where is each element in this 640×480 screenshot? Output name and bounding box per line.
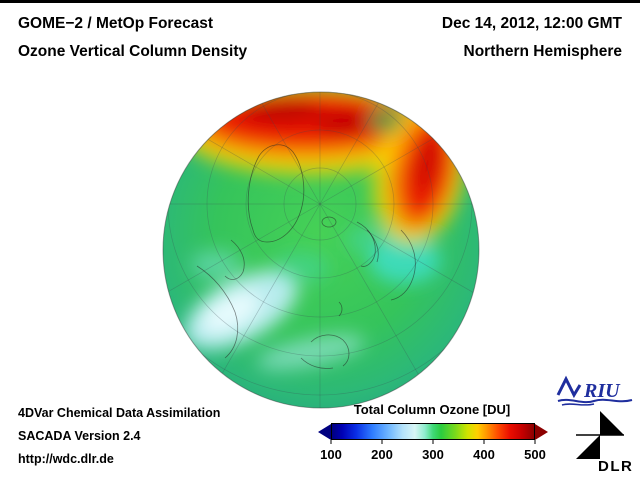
dlr-logo-svg: DLR [576, 411, 633, 475]
tick-mark [483, 440, 485, 444]
globe-visualization [161, 90, 481, 410]
colorbar-right-arrow [535, 423, 548, 440]
header-datetime: Dec 14, 2012, 12:00 GMT [441, 15, 622, 32]
coastlines [196, 144, 416, 369]
dlr-logo: DLR [562, 407, 638, 475]
globe-svg [162, 91, 480, 409]
credit-url: http://wdc.dlr.de [18, 452, 114, 466]
credit-version: SACADA Version 2.4 [18, 429, 141, 443]
tick-label-100: 100 [320, 447, 342, 462]
riu-logo-text: RIU [583, 380, 621, 402]
credit-assimilation: 4DVar Chemical Data Assimilation [18, 406, 221, 420]
riu-logo: RIU [554, 373, 636, 407]
colorbar-gradient [331, 423, 535, 440]
tick-mark [330, 440, 332, 444]
colorbar [318, 423, 548, 440]
tick-label-400: 400 [473, 447, 495, 462]
dlr-logo-text: DLR [598, 458, 633, 475]
tick-label-300: 300 [422, 447, 444, 462]
colorbar-title: Total Column Ozone [DU] [353, 402, 511, 417]
title-instrument: GOME−2 / MetOp Forecast [18, 15, 214, 32]
colorbar-ticks: 100 200 300 400 500 [320, 440, 546, 466]
dlr-wing-lower-icon [576, 435, 600, 459]
riu-zigzag-icon [556, 375, 582, 399]
dlr-wing-upper-icon [600, 411, 624, 435]
tick-mark [381, 440, 383, 444]
globe-rim [162, 91, 480, 409]
riu-logo-svg: RIU [556, 375, 633, 406]
header-region: Northern Hemisphere [463, 43, 622, 60]
graticule [163, 92, 479, 408]
tick-label-500: 500 [524, 447, 546, 462]
title-quantity: Ozone Vertical Column Density [18, 43, 248, 60]
tick-label-200: 200 [371, 447, 393, 462]
riu-wave2-icon [561, 403, 595, 406]
tick-mark [432, 440, 434, 444]
riu-wave-icon [557, 398, 633, 404]
tick-mark [534, 440, 536, 444]
colorbar-left-arrow [318, 423, 331, 440]
